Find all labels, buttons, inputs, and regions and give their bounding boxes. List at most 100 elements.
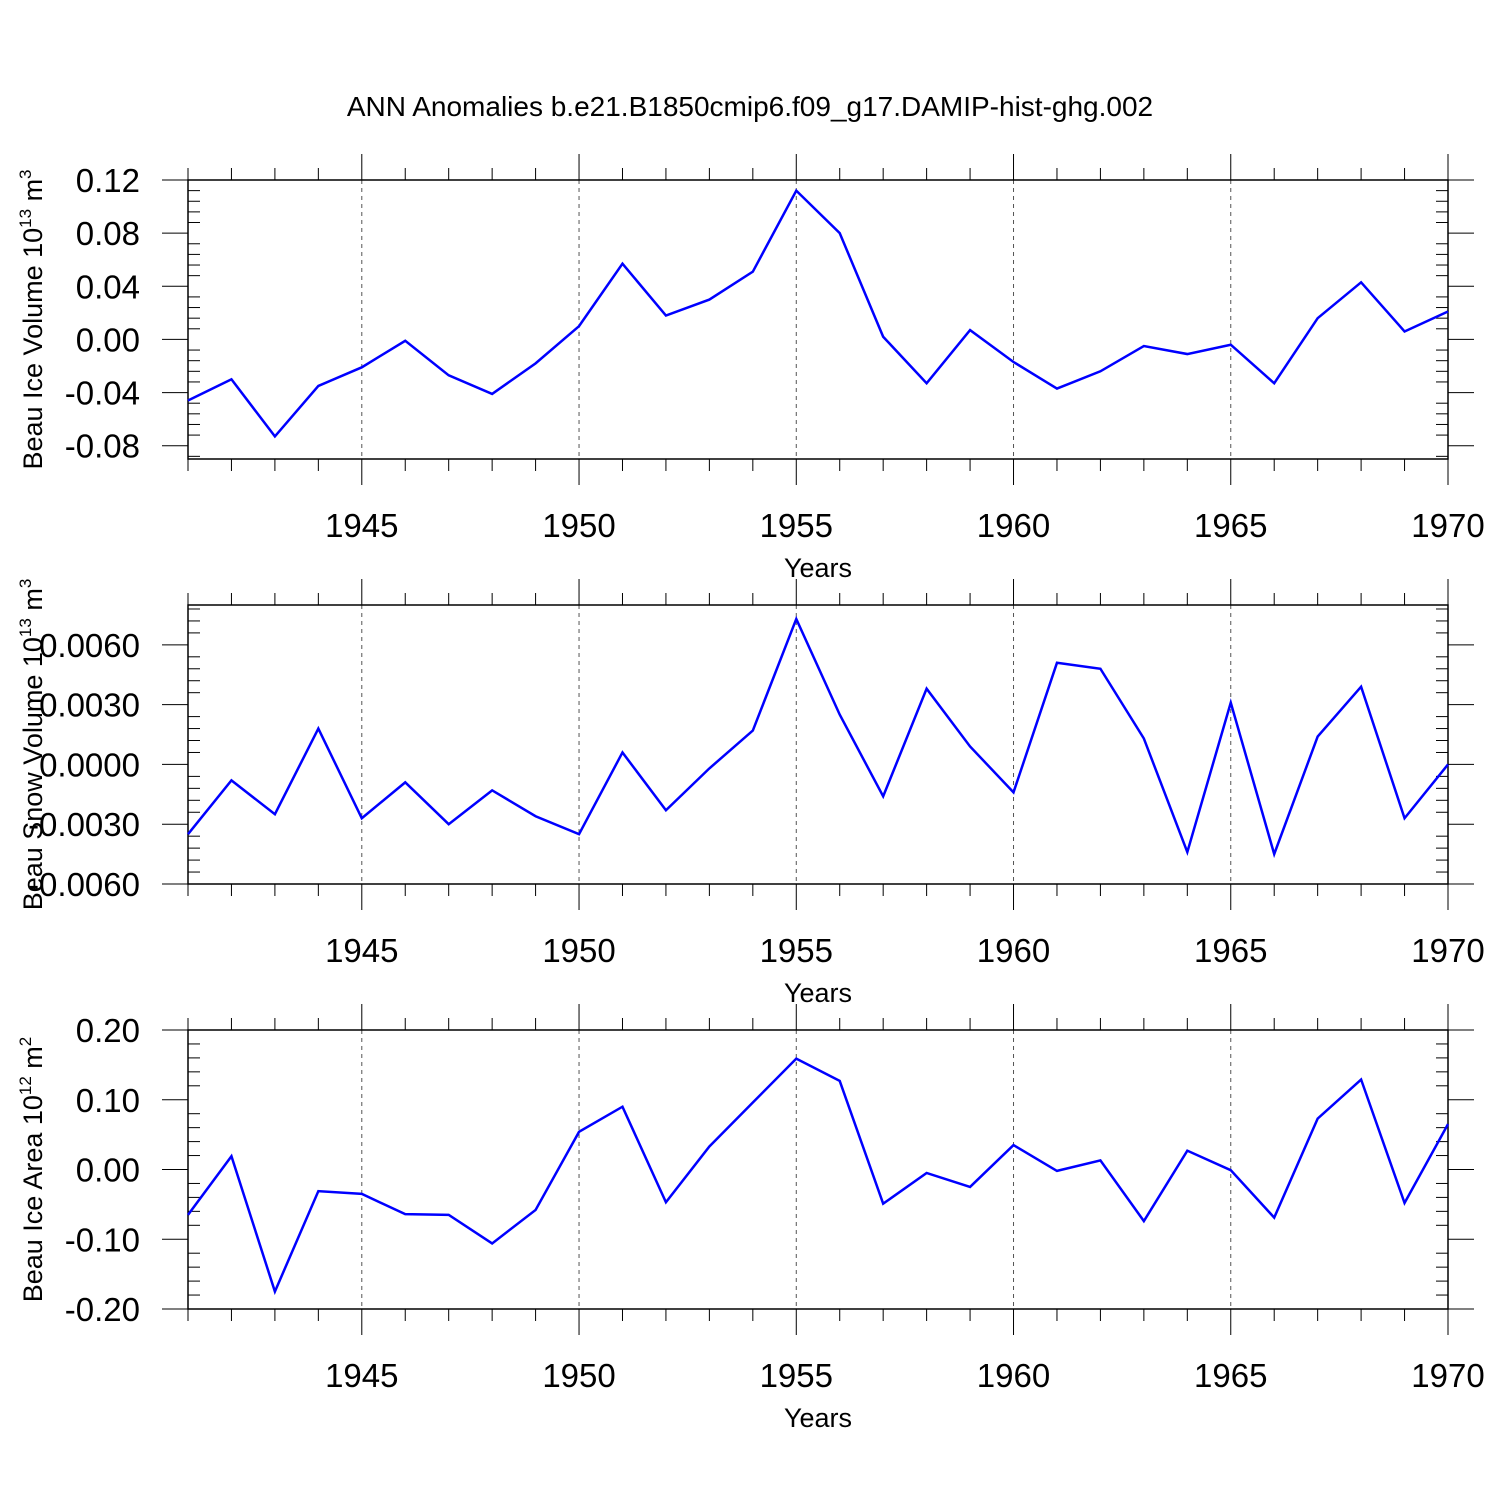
- x-tick-label: 1950: [542, 932, 615, 969]
- x-axis-label: Years: [784, 553, 852, 583]
- data-point: [1055, 1169, 1059, 1173]
- data-point: [1142, 344, 1146, 348]
- data-point: [838, 713, 842, 717]
- series-line: [186, 1057, 1450, 1296]
- data-point: [1012, 790, 1016, 794]
- data-point: [1012, 360, 1016, 364]
- data-point: [794, 189, 798, 193]
- data-point: [664, 808, 668, 812]
- data-point: [490, 788, 494, 792]
- data-point: [577, 324, 581, 328]
- data-point: [1142, 737, 1146, 741]
- data-point: [1098, 667, 1102, 671]
- x-tick-label: 1965: [1194, 507, 1267, 544]
- chart-panel-2: 0.0060 0.0030 0.0000 -0.0030 -0.0060 1945 1950…: [16, 579, 1485, 1008]
- data-point: [968, 1185, 972, 1189]
- data-point: [1098, 1158, 1102, 1162]
- data-point: [490, 392, 494, 396]
- series-line: [187, 188, 1449, 439]
- data-point: [1446, 762, 1450, 766]
- data-point: [751, 729, 755, 733]
- y-tick-label: 0.00: [76, 321, 140, 358]
- data-point: [707, 766, 711, 770]
- data-point: [1229, 343, 1233, 347]
- data-point: [838, 231, 842, 235]
- data-point: [403, 780, 407, 784]
- data-point: [229, 377, 233, 381]
- y-axis-label-exp: 12: [16, 1076, 35, 1095]
- y-tick-label: -0.0030: [28, 806, 140, 843]
- data-point: [925, 1171, 929, 1175]
- data-point: [534, 361, 538, 365]
- data-point: [1403, 329, 1407, 333]
- y-tick-label: 0.0030: [39, 687, 140, 724]
- data-point: [1272, 1216, 1276, 1220]
- y-axis-label-unit: m: [18, 179, 48, 209]
- data-point: [490, 1241, 494, 1245]
- x-tick-label: 1955: [760, 507, 833, 544]
- data-point: [403, 1212, 407, 1216]
- x-tick-label: 1945: [325, 507, 398, 544]
- data-point: [1185, 850, 1189, 854]
- data-point: [403, 339, 407, 343]
- y-axis-label-main: Beau Ice Area 10: [18, 1095, 48, 1302]
- data-point: [1055, 661, 1059, 665]
- y-tick-label: 0.20: [76, 1012, 140, 1049]
- x-tick-label: 1960: [977, 932, 1050, 969]
- x-tick-label: 1950: [542, 507, 615, 544]
- y-axis-label-exp: 13: [16, 209, 35, 228]
- data-point: [1229, 701, 1233, 705]
- x-tick-label: 1945: [325, 1357, 398, 1394]
- data-point: [1098, 369, 1102, 373]
- y-tick-label: -0.04: [65, 375, 140, 412]
- y-tick-label: -0.20: [65, 1291, 140, 1328]
- x-tick-label: 1960: [977, 507, 1050, 544]
- data-point: [1359, 1078, 1363, 1082]
- y-axis-label-unit-exp: 2: [16, 1037, 35, 1046]
- data-point: [968, 328, 972, 332]
- x-tick-label: 1945: [325, 932, 398, 969]
- x-tick-label: 1965: [1194, 932, 1267, 969]
- data-point: [838, 1079, 842, 1083]
- data-point: [316, 727, 320, 731]
- y-tick-label: -0.0060: [28, 866, 140, 903]
- data-point: [273, 812, 277, 816]
- data-point: [186, 832, 190, 836]
- data-point: [316, 384, 320, 388]
- data-point: [577, 832, 581, 836]
- data-point: [1316, 1117, 1320, 1121]
- data-point: [925, 381, 929, 385]
- x-tick-label: 1970: [1411, 932, 1484, 969]
- data-point: [1403, 816, 1407, 820]
- data-point: [1055, 387, 1059, 391]
- data-point: [447, 1213, 451, 1217]
- x-tick-label: 1970: [1411, 507, 1484, 544]
- y-tick-label: 0.08: [76, 215, 140, 252]
- data-point: [1012, 1143, 1016, 1147]
- data-point: [620, 262, 624, 266]
- x-tick-label: 1955: [760, 1357, 833, 1394]
- plot-frame: [187, 179, 1449, 460]
- x-tick-label: 1970: [1411, 1357, 1484, 1394]
- data-point: [1185, 352, 1189, 356]
- data-point: [1359, 280, 1363, 284]
- x-tick-label: 1955: [760, 932, 833, 969]
- data-point: [881, 1202, 885, 1206]
- data-point: [360, 1192, 364, 1196]
- y-axis-label-unit: m: [18, 588, 48, 618]
- data-point: [620, 750, 624, 754]
- x-tick-label: 1965: [1194, 1357, 1267, 1394]
- y-axis-label-main: Beau Ice Volume 10: [18, 228, 48, 470]
- data-point: [794, 617, 798, 621]
- y-tick-label: 0.04: [76, 268, 140, 305]
- data-point: [534, 1208, 538, 1212]
- plot-frame: [187, 604, 1449, 885]
- figure-title: ANN Anomalies b.e21.B1850cmip6.f09_g17.D…: [347, 91, 1153, 122]
- y-tick-label: 0.10: [76, 1082, 140, 1119]
- data-point: [1272, 852, 1276, 856]
- data-point: [664, 314, 668, 318]
- data-point: [316, 1189, 320, 1193]
- data-point: [1272, 381, 1276, 385]
- data-point: [925, 687, 929, 691]
